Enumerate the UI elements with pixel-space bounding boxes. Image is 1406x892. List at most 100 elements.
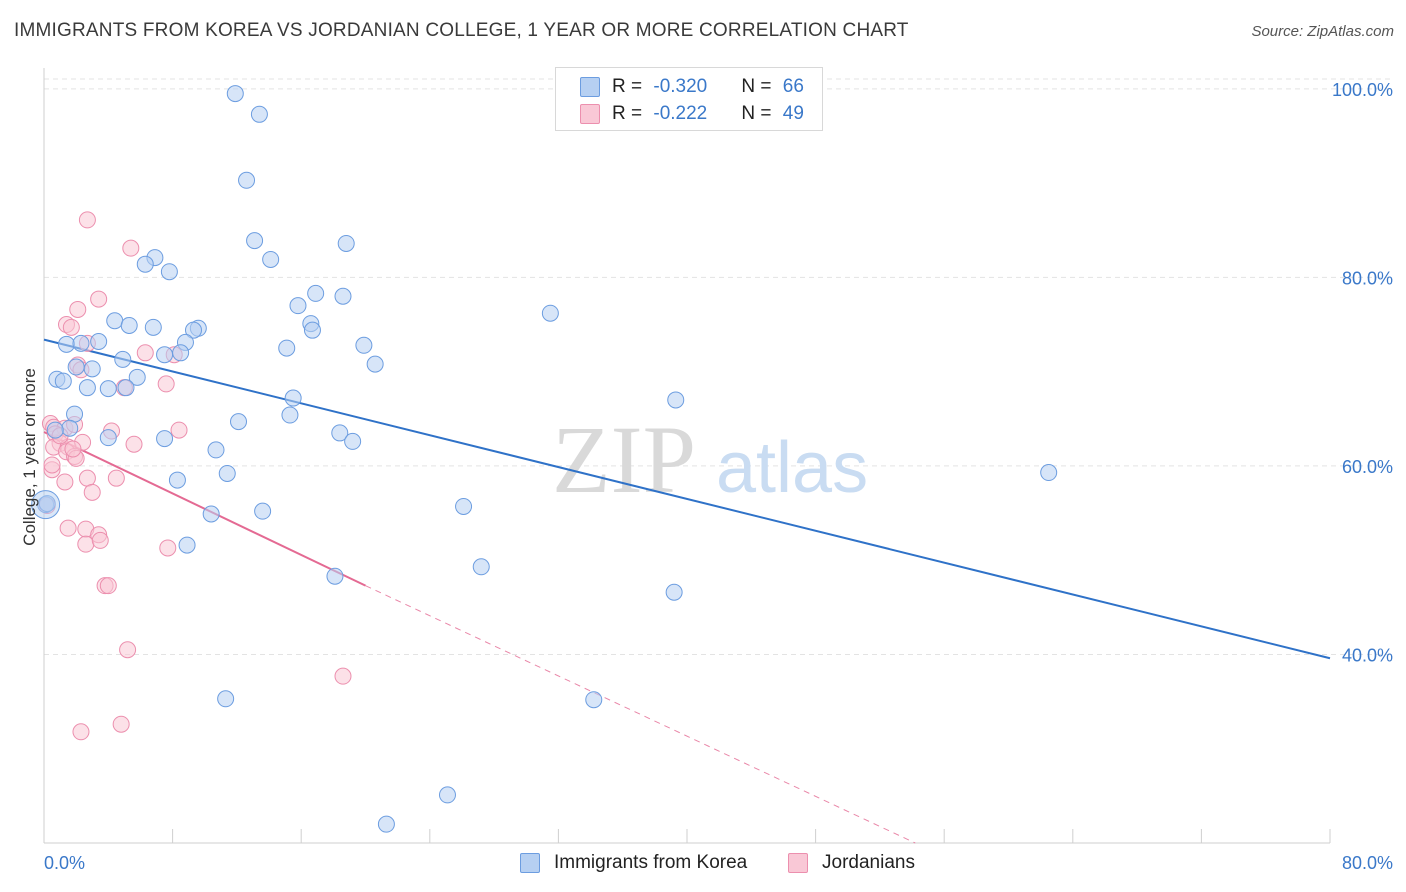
- data-point-korea: [168, 471, 186, 489]
- data-point-korea: [541, 304, 559, 322]
- data-point-korea: [355, 336, 373, 354]
- data-point-jordanians: [119, 641, 137, 659]
- y-tick-label: 100.0%: [1332, 80, 1393, 100]
- data-point-korea: [160, 263, 178, 281]
- tick-labels: 40.0% 60.0% 80.0% 100.0% 0.0% 80.0%: [44, 80, 1393, 873]
- data-point-jordanians: [136, 344, 154, 362]
- data-point-korea: [585, 691, 603, 709]
- data-point-korea: [136, 255, 154, 273]
- data-point-jordanians: [159, 539, 177, 557]
- data-point-jordanians: [43, 456, 61, 474]
- data-point-jordanians: [107, 469, 125, 487]
- data-point-jordanians: [72, 723, 90, 741]
- data-point-jordanians: [69, 300, 87, 318]
- data-point-korea: [246, 232, 264, 250]
- data-point-korea: [218, 464, 236, 482]
- data-point-korea: [281, 406, 299, 424]
- y-axis-label: College, 1 year or more: [20, 368, 39, 546]
- data-point-korea: [66, 405, 84, 423]
- data-point-korea: [172, 344, 190, 362]
- legend-r-label: R =: [612, 103, 648, 124]
- data-point-korea: [106, 312, 124, 330]
- watermark: ZIP atlas: [552, 406, 868, 513]
- data-point-korea: [99, 429, 117, 447]
- series-swatch-korea: [520, 853, 540, 873]
- data-point-korea: [90, 332, 108, 350]
- data-point-korea: [114, 350, 132, 368]
- data-point-jordanians: [170, 421, 188, 439]
- x-tick-label: 0.0%: [44, 853, 85, 873]
- data-point-jordanians: [91, 531, 109, 549]
- trend-line-korea: [43, 338, 1331, 660]
- data-point-korea: [262, 250, 280, 268]
- legend-r-value: -0.320: [653, 76, 708, 97]
- legend-row-korea: R = -0.320 N = 66: [580, 75, 804, 99]
- jordanians-points: [38, 211, 352, 741]
- legend-r-value: -0.222: [653, 103, 708, 124]
- data-point-korea: [72, 334, 90, 352]
- legend-n-label: N =: [741, 103, 777, 124]
- data-point-korea: [250, 105, 268, 123]
- data-point-korea: [278, 339, 296, 357]
- data-point-korea: [54, 372, 72, 390]
- data-point-jordanians: [112, 715, 130, 733]
- data-point-korea: [99, 380, 117, 398]
- data-point-korea: [128, 368, 146, 386]
- x-tick-label: 80.0%: [1342, 853, 1393, 873]
- legend-swatch-korea: [580, 77, 600, 97]
- data-point-korea-cluster: [31, 490, 61, 520]
- data-point-korea: [46, 421, 64, 439]
- y-tick-label: 80.0%: [1342, 268, 1393, 288]
- watermark-atlas: atlas: [716, 428, 868, 508]
- data-point-korea: [120, 316, 138, 334]
- data-point-korea: [334, 287, 352, 305]
- data-point-jordanians: [78, 469, 96, 487]
- data-point-korea: [438, 786, 456, 804]
- y-tick-label: 40.0%: [1342, 645, 1393, 665]
- data-point-jordanians: [56, 473, 74, 491]
- series-swatch-jordanians: [788, 853, 808, 873]
- data-point-jordanians: [334, 667, 352, 685]
- data-point-jordanians: [62, 318, 80, 336]
- data-point-korea: [78, 379, 96, 397]
- data-point-jordanians: [77, 535, 95, 553]
- data-point-korea: [665, 583, 683, 601]
- data-point-korea: [178, 536, 196, 554]
- data-point-korea: [83, 360, 101, 378]
- data-point-korea: [307, 284, 325, 302]
- data-point-korea: [337, 234, 355, 252]
- data-point-korea: [254, 502, 272, 520]
- data-point-korea: [366, 355, 384, 373]
- data-point-korea: [238, 171, 256, 189]
- gridlines: [44, 78, 1393, 655]
- data-point-korea: [144, 318, 162, 336]
- chart-title: IMMIGRANTS FROM KOREA VS JORDANIAN COLLE…: [14, 20, 909, 41]
- series-legend: Immigrants from Korea Jordanians: [0, 852, 1406, 876]
- data-point-korea: [117, 379, 135, 397]
- legend-n-label: N =: [741, 76, 777, 97]
- y-tick-label: 60.0%: [1342, 457, 1393, 477]
- series-label-jordanians: Jordanians: [822, 852, 915, 873]
- data-point-korea: [156, 430, 174, 448]
- correlation-legend: R = -0.320 N = 66 R = -0.222 N = 49: [555, 67, 823, 131]
- series-legend-korea: Immigrants from Korea: [520, 852, 747, 874]
- data-point-korea: [226, 85, 244, 103]
- data-point-korea: [61, 419, 79, 437]
- source-attribution: Source: ZipAtlas.com: [1251, 23, 1394, 40]
- watermark-zip: ZIP: [552, 406, 696, 513]
- data-point-korea: [326, 567, 344, 585]
- korea-points: [31, 85, 1058, 833]
- data-point-korea: [156, 346, 174, 364]
- axes: [43, 68, 1331, 844]
- series-label-korea: Immigrants from Korea: [554, 852, 748, 873]
- data-point-jordanians: [90, 290, 108, 308]
- trend-line-jordanians-extension: [365, 585, 916, 844]
- data-point-korea: [184, 321, 202, 339]
- data-point-korea: [667, 391, 685, 409]
- data-point-korea: [289, 297, 307, 315]
- data-point-jordanians: [157, 375, 175, 393]
- data-point-korea: [67, 358, 85, 376]
- data-point-korea: [455, 497, 473, 515]
- data-point-korea: [303, 321, 321, 339]
